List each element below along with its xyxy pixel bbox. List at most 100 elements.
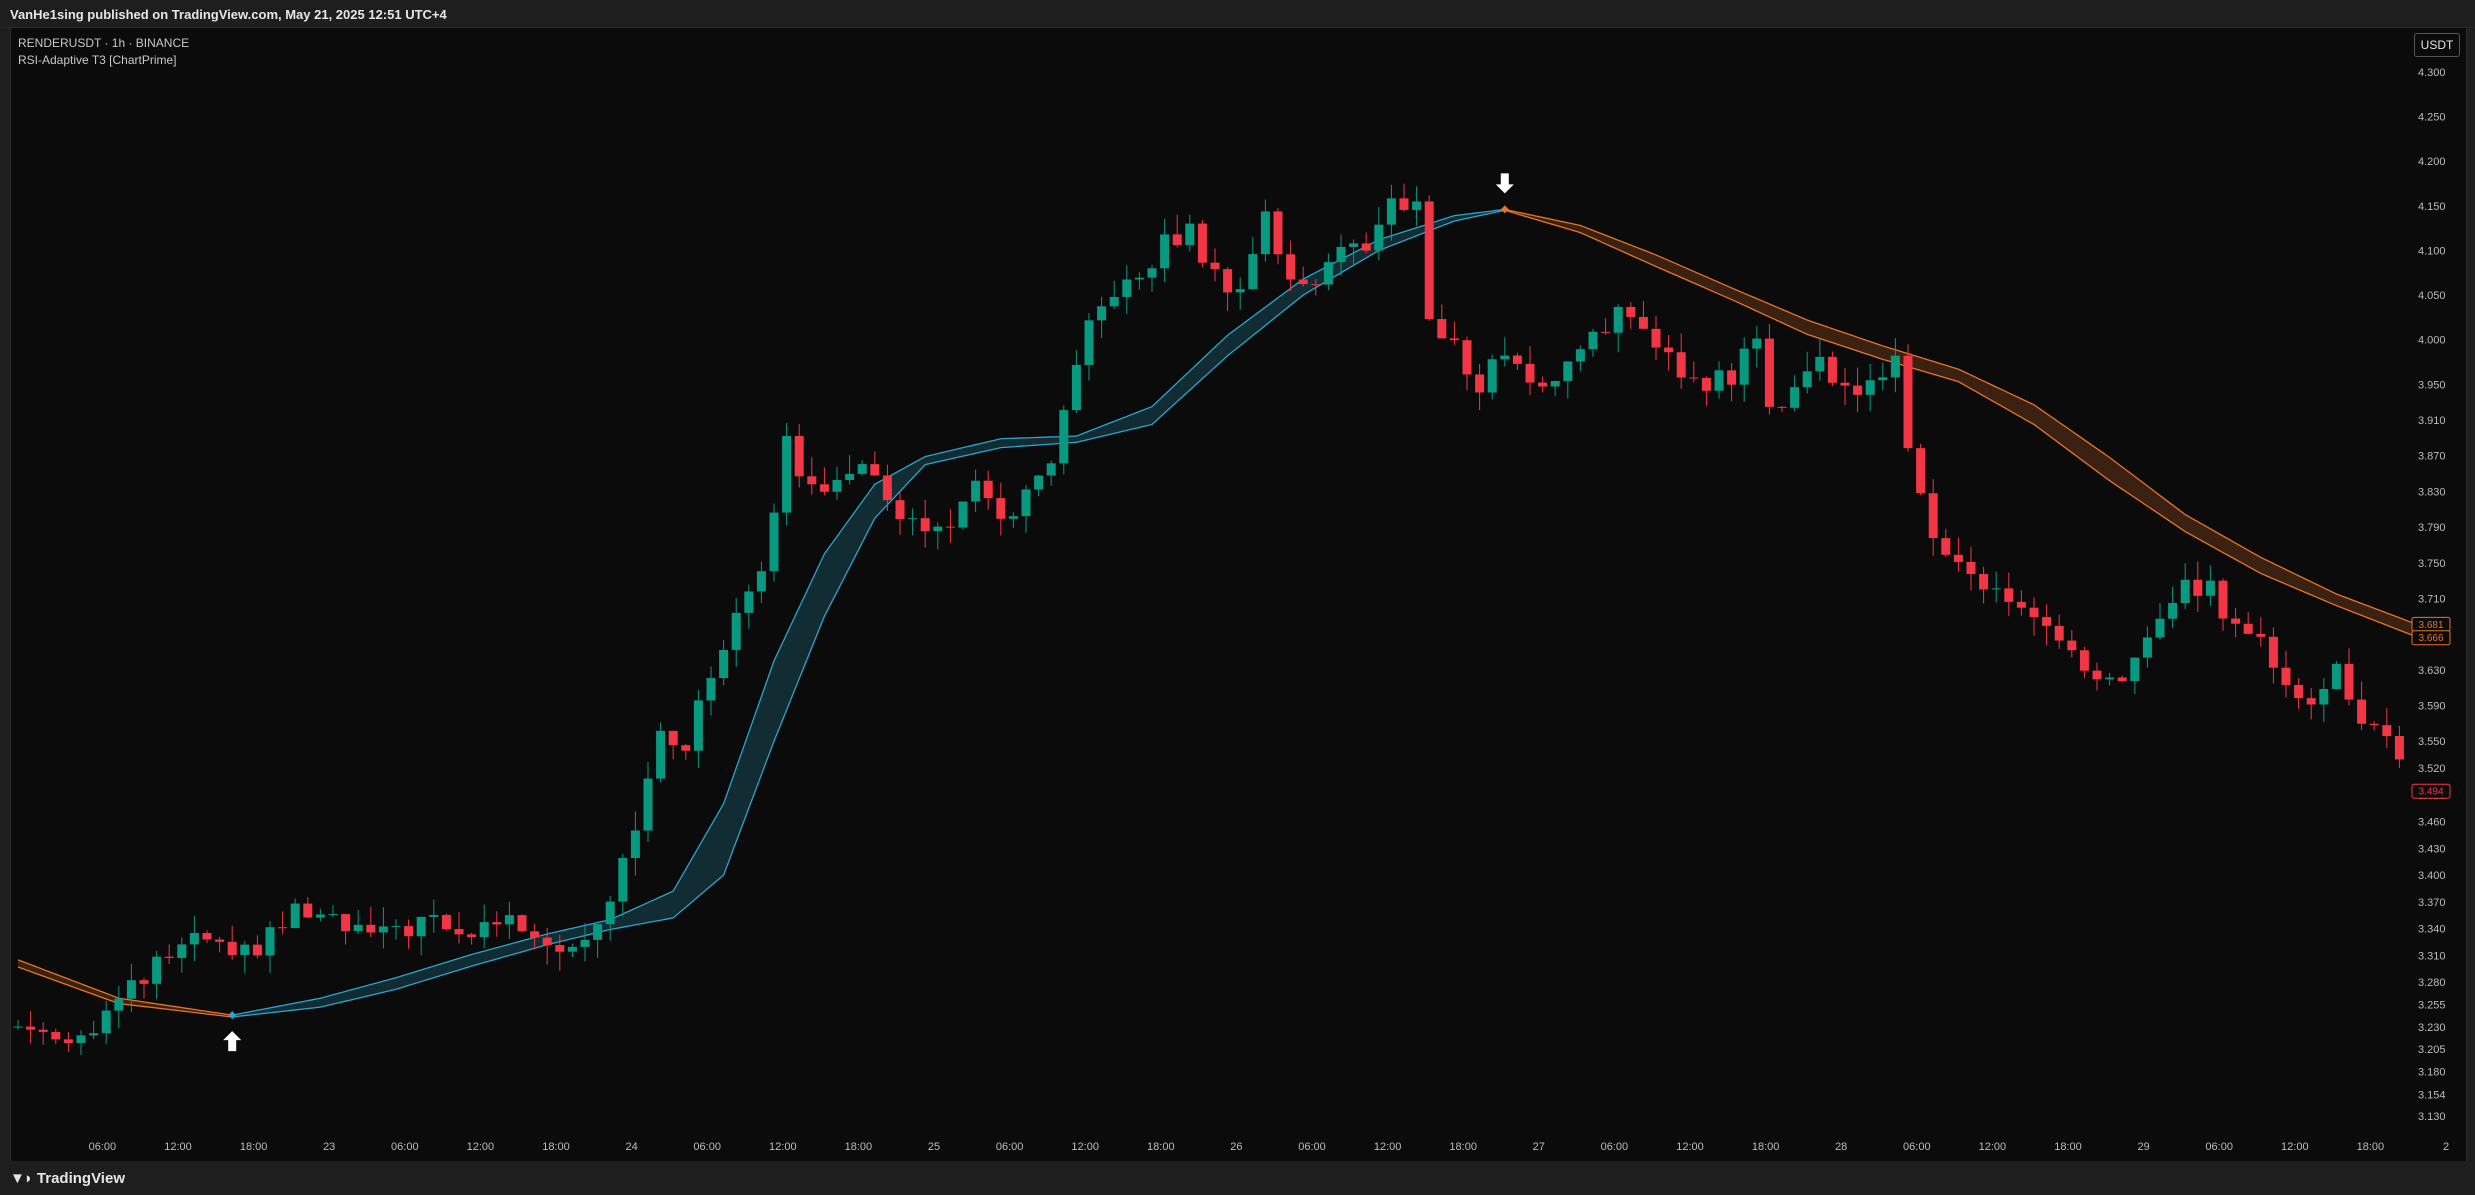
candle-body [2105, 677, 2115, 680]
candle-body [2306, 698, 2316, 705]
candle-body [1790, 387, 1800, 408]
t3-lower-line [232, 209, 1505, 1018]
candle-body [2256, 633, 2266, 637]
x-tick-label: 06:00 [2205, 1141, 2233, 1153]
y-tick-label: 3.340 [2418, 924, 2446, 936]
candle-body [2382, 725, 2392, 737]
sell-signal-dot [1500, 205, 1509, 214]
x-tick-label: 27 [1533, 1141, 1545, 1153]
price-tag-label: 3.666 [2418, 633, 2443, 644]
candle-body [2117, 677, 2127, 682]
candle-body [530, 931, 540, 938]
candle-body [441, 914, 451, 930]
candle-body [542, 937, 552, 946]
candle-body [1928, 493, 1938, 539]
candle-body [1349, 243, 1359, 247]
candle-body [769, 512, 779, 572]
candle-body [958, 501, 968, 528]
candle-body [1802, 371, 1812, 388]
x-tick-label: 12:00 [769, 1141, 797, 1153]
candle-body [467, 934, 477, 938]
candle-body [2281, 667, 2291, 685]
candle-body [1424, 201, 1434, 320]
candle-body [504, 915, 514, 925]
x-tick-label: 06:00 [89, 1141, 117, 1153]
candle-body [1865, 380, 1875, 395]
candle-body [38, 1029, 48, 1032]
y-tick-label: 3.230 [2418, 1022, 2446, 1034]
candle-body [945, 526, 955, 528]
x-tick-label: 12:00 [1979, 1141, 2007, 1153]
candle-body [63, 1039, 73, 1044]
candle-body [2243, 623, 2253, 634]
y-tick-label: 3.180 [2418, 1066, 2446, 1078]
candle-body [139, 980, 149, 984]
candle-body [1475, 374, 1485, 393]
candle-body [1021, 489, 1031, 517]
candle-body [1059, 410, 1069, 464]
candle-body [668, 730, 678, 746]
candle-body [1185, 223, 1195, 246]
tradingview-logo-icon: ▼◗ [10, 1170, 33, 1187]
x-tick-label: 18:00 [240, 1141, 268, 1153]
candle-body [1890, 355, 1900, 378]
y-tick-label: 3.550 [2418, 736, 2446, 748]
candle-body [2231, 618, 2241, 624]
candle-body [1878, 377, 1888, 381]
candle-body [1197, 223, 1207, 263]
t3-band-fill [1504, 209, 2412, 636]
y-tick-label: 4.300 [2418, 67, 2446, 79]
candle-body [1449, 338, 1459, 341]
chart-frame[interactable] [10, 27, 2467, 1162]
candle-body [404, 926, 414, 937]
candle-body [1714, 370, 1724, 391]
x-tick-label: 12:00 [1374, 1141, 1402, 1153]
candle-body [882, 475, 892, 501]
candle-body [870, 464, 880, 476]
candle-body [416, 916, 426, 937]
candle-body [1651, 328, 1661, 348]
t3-upper-line [17, 959, 233, 1016]
t3-upper-line [232, 208, 1505, 1016]
candle-layer [13, 183, 2404, 1056]
y-tick-label: 3.710 [2418, 593, 2446, 605]
candle-body [2004, 588, 2014, 602]
y-tick-label: 3.154 [2418, 1090, 2446, 1102]
candle-body [265, 927, 275, 956]
x-tick-label: 06:00 [996, 1141, 1024, 1153]
x-tick-label: 06:00 [693, 1141, 721, 1153]
candle-body [227, 941, 237, 955]
candle-body [2294, 684, 2304, 699]
x-tick-label: 18:00 [845, 1141, 873, 1153]
x-tick-label: 06:00 [1601, 1141, 1629, 1153]
candle-body [1223, 269, 1233, 293]
x-tick-label: 28 [1835, 1141, 1847, 1153]
candle-body [2155, 618, 2165, 638]
candle-body [2079, 650, 2089, 671]
x-tick-label: 26 [1230, 1141, 1242, 1153]
candle-body [2357, 699, 2367, 724]
candle-body [756, 571, 766, 592]
candle-body [479, 922, 489, 938]
candle-body [89, 1033, 99, 1036]
candle-body [1638, 316, 1648, 329]
candle-body [378, 926, 388, 933]
candle-body [933, 526, 943, 532]
candle-body [1512, 355, 1522, 364]
candle-body [2394, 736, 2404, 760]
candle-body [693, 700, 703, 751]
currency-button[interactable]: USDT [2414, 33, 2460, 57]
x-tick-label: 18:00 [1147, 1141, 1175, 1153]
tradingview-logo[interactable]: ▼◗ TradingView [10, 1170, 125, 1187]
candle-body [1538, 382, 1548, 387]
candle-body [1008, 516, 1018, 519]
candle-body [1827, 356, 1837, 383]
indicator-line[interactable]: RSI-Adaptive T3 [ChartPrime] [18, 53, 177, 67]
candle-body [782, 435, 792, 513]
y-tick-label: 3.205 [2418, 1044, 2446, 1056]
price-tag-label: 3.494 [2418, 787, 2443, 798]
candle-body [177, 944, 187, 958]
candle-body [492, 922, 502, 925]
candle-body [832, 479, 842, 492]
